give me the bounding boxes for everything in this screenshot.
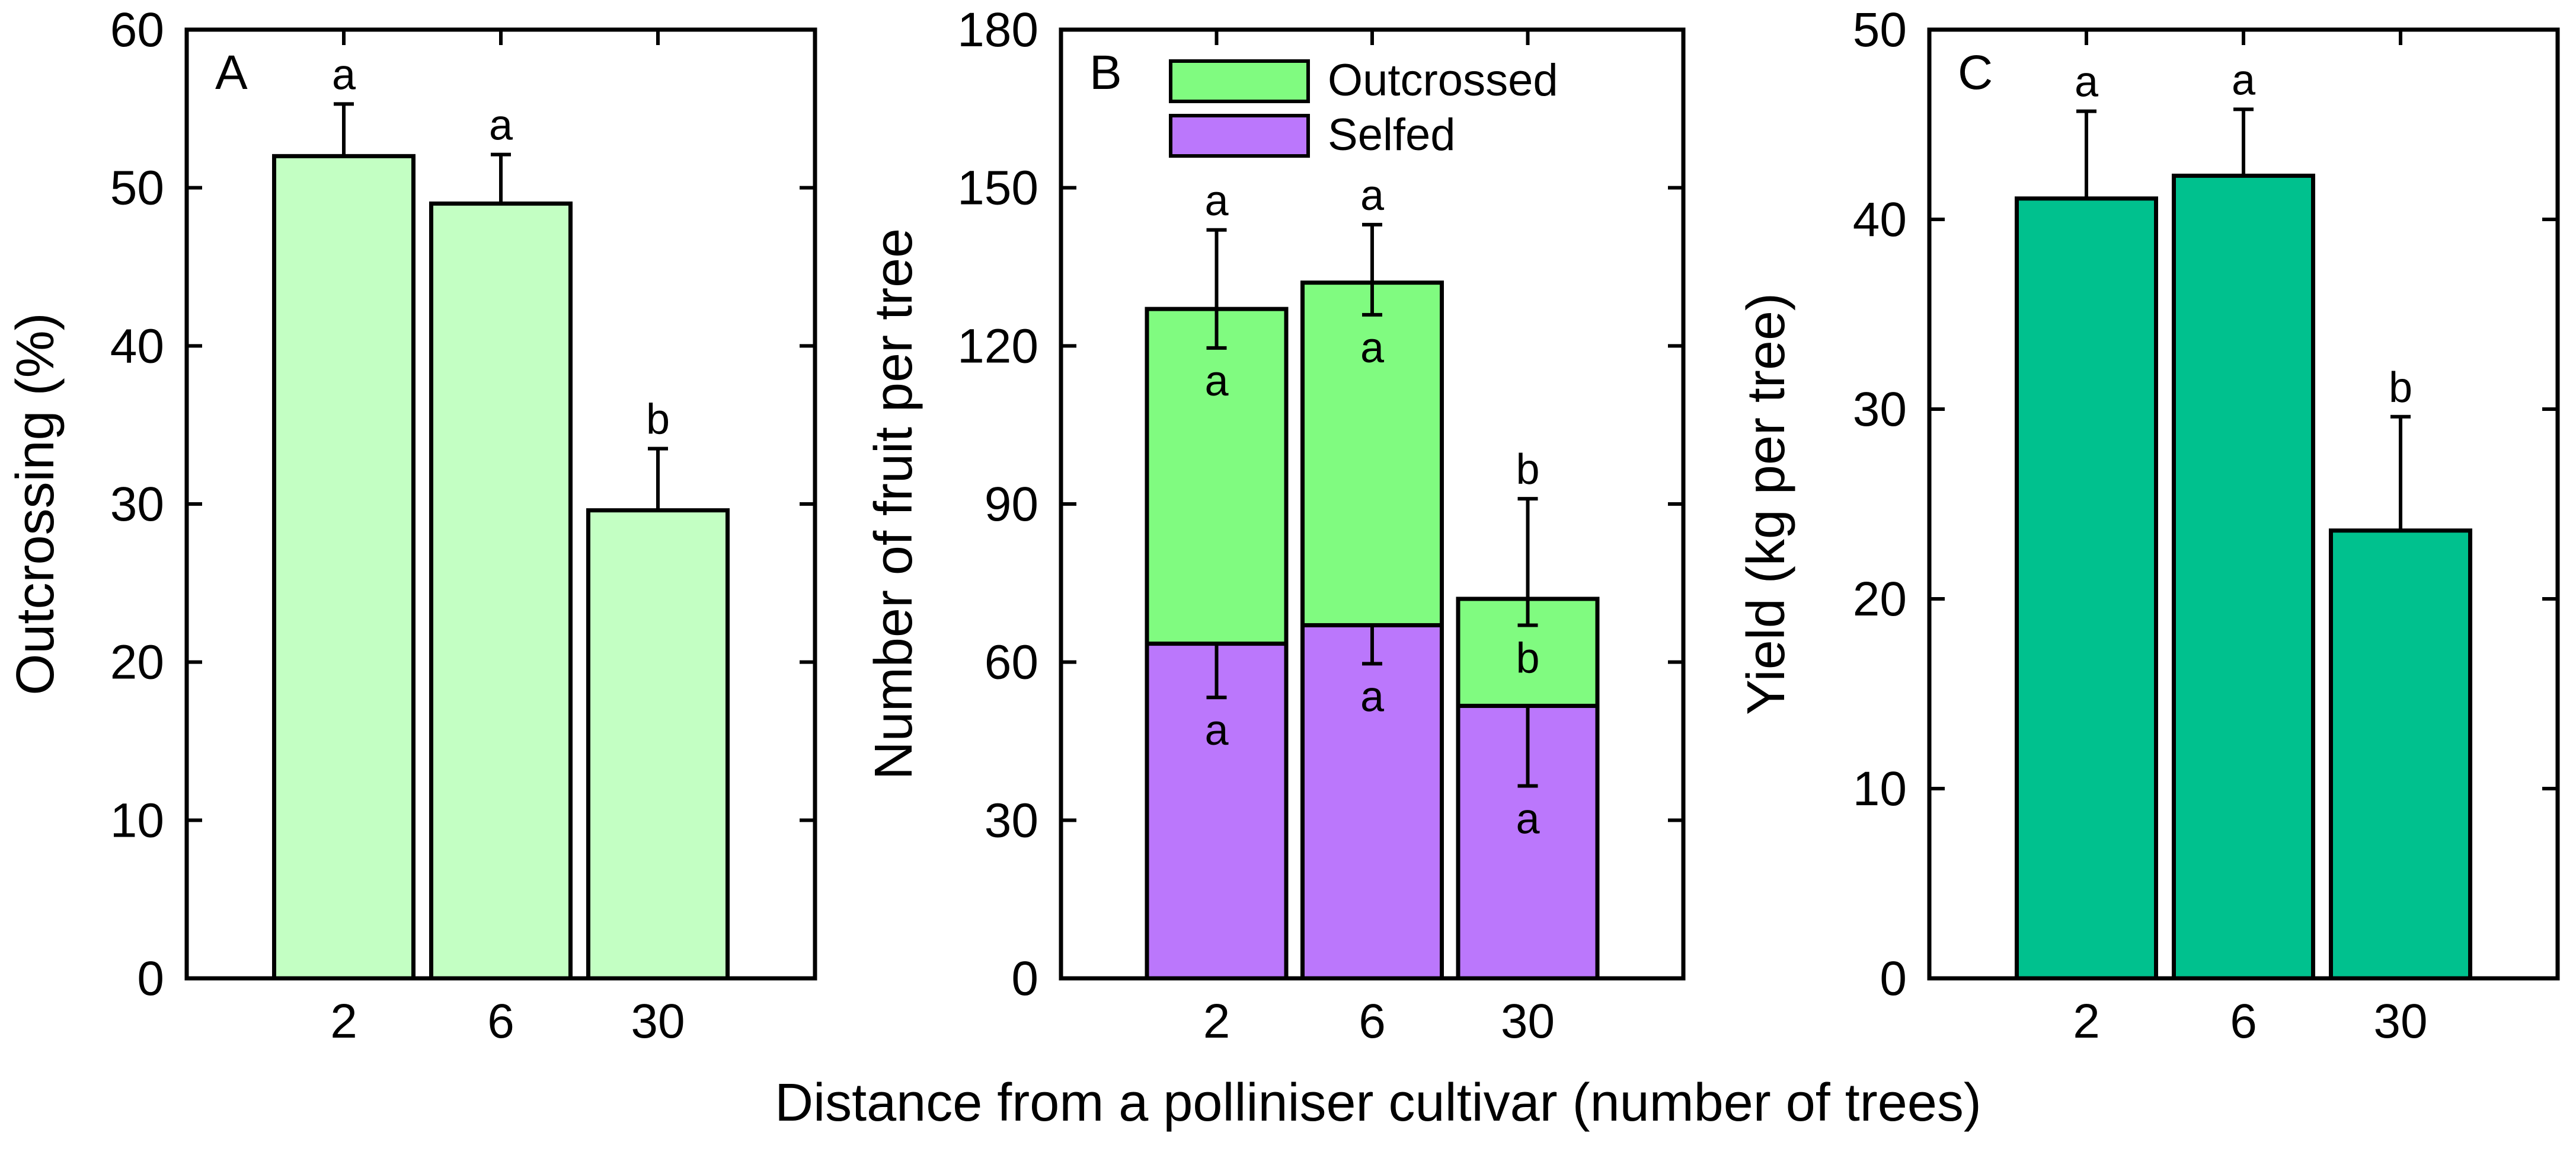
y-tick-label: 0	[1880, 952, 1907, 1006]
legend-label-outcrossed: Outcrossed	[1328, 55, 1558, 106]
legend-swatch-outcrossed	[1169, 59, 1310, 103]
x-tick-label: 2	[1203, 994, 1231, 1048]
y-tick-label: 30	[110, 477, 164, 531]
y-tick-label: 120	[957, 319, 1038, 373]
panel-letter: A	[215, 46, 248, 100]
y-tick-label: 60	[985, 636, 1038, 690]
significance-letter-outcrossed: a	[1360, 324, 1385, 372]
y-tick-label: 180	[957, 3, 1038, 57]
x-tick-label: 6	[2230, 994, 2257, 1048]
significance-letter: b	[646, 396, 670, 444]
x-tick-label: 2	[2073, 994, 2100, 1048]
significance-letter-outcrossed: b	[1516, 634, 1539, 682]
panel-letter: B	[1089, 46, 1122, 100]
y-axis-title: Number of fruit per tree	[864, 228, 923, 780]
shared-x-axis-title: Distance from a polliniser cultivar (num…	[775, 1073, 1981, 1133]
panel-b: 0 30 60 90 120 150 180 2 6 30 Number of fruit per …	[864, 3, 1686, 1048]
y-tick-label: 10	[1853, 762, 1907, 816]
significance-letter: a	[332, 51, 356, 98]
y-tick-label: 90	[985, 477, 1038, 531]
significance-letter-selfed: a	[1516, 796, 1540, 843]
y-tick-label: 60	[110, 3, 164, 57]
panel-a: 0 10 20 30 40 50 60 2 6 30 Outcrossing (%) A a a b	[6, 3, 817, 1048]
legend-label-selfed: Selfed	[1328, 110, 1456, 160]
legend-swatch-selfed	[1169, 114, 1310, 158]
bar	[272, 154, 416, 981]
plot-frame	[1927, 27, 2560, 981]
y-axis-title: Outcrossing (%)	[6, 312, 65, 695]
x-tick-label: 30	[631, 994, 685, 1048]
panel-letter: C	[1958, 46, 1993, 100]
significance-letter-total: b	[1516, 446, 1539, 493]
significance-letter: b	[2389, 364, 2412, 411]
y-tick-label: 20	[1853, 572, 1907, 626]
significance-letter-selfed: a	[1360, 673, 1385, 720]
bar	[2015, 196, 2158, 981]
y-tick-label: 150	[957, 161, 1038, 215]
y-tick-label: 40	[1853, 193, 1907, 247]
y-tick-label: 50	[1853, 3, 1907, 57]
bar	[586, 508, 730, 981]
y-tick-label: 30	[1853, 382, 1907, 436]
panel-c: 0 10 20 30 40 50 2 6 30 Yield (kg per tree) C a a b	[1737, 3, 2560, 1048]
y-tick-label: 10	[110, 793, 164, 847]
x-tick-label: 30	[1501, 994, 1555, 1048]
y-tick-label: 30	[985, 793, 1038, 847]
x-tick-label: 2	[330, 994, 357, 1048]
y-tick-label: 50	[110, 161, 164, 215]
significance-letter: a	[489, 102, 513, 149]
significance-letter-selfed: a	[1204, 707, 1229, 754]
bar	[429, 201, 573, 981]
significance-letter-outcrossed: a	[1204, 358, 1229, 405]
x-tick-label: 6	[487, 994, 514, 1048]
bar	[2329, 528, 2472, 981]
significance-letter-total: a	[1204, 177, 1229, 225]
y-tick-label: 20	[110, 636, 164, 690]
y-tick-label: 0	[137, 952, 164, 1006]
y-axis-title: Yield (kg per tree)	[1737, 293, 1796, 715]
x-tick-label: 6	[1359, 994, 1386, 1048]
x-tick-label: 30	[2373, 994, 2427, 1048]
plot-frame	[184, 27, 817, 981]
plot-frame	[1059, 27, 1686, 981]
significance-letter: a	[2232, 56, 2256, 104]
bar	[2172, 173, 2315, 981]
significance-letter-total: a	[1360, 172, 1385, 219]
significance-letter: a	[2075, 59, 2099, 106]
y-tick-label: 0	[1011, 952, 1038, 1006]
y-tick-label: 40	[110, 319, 164, 373]
